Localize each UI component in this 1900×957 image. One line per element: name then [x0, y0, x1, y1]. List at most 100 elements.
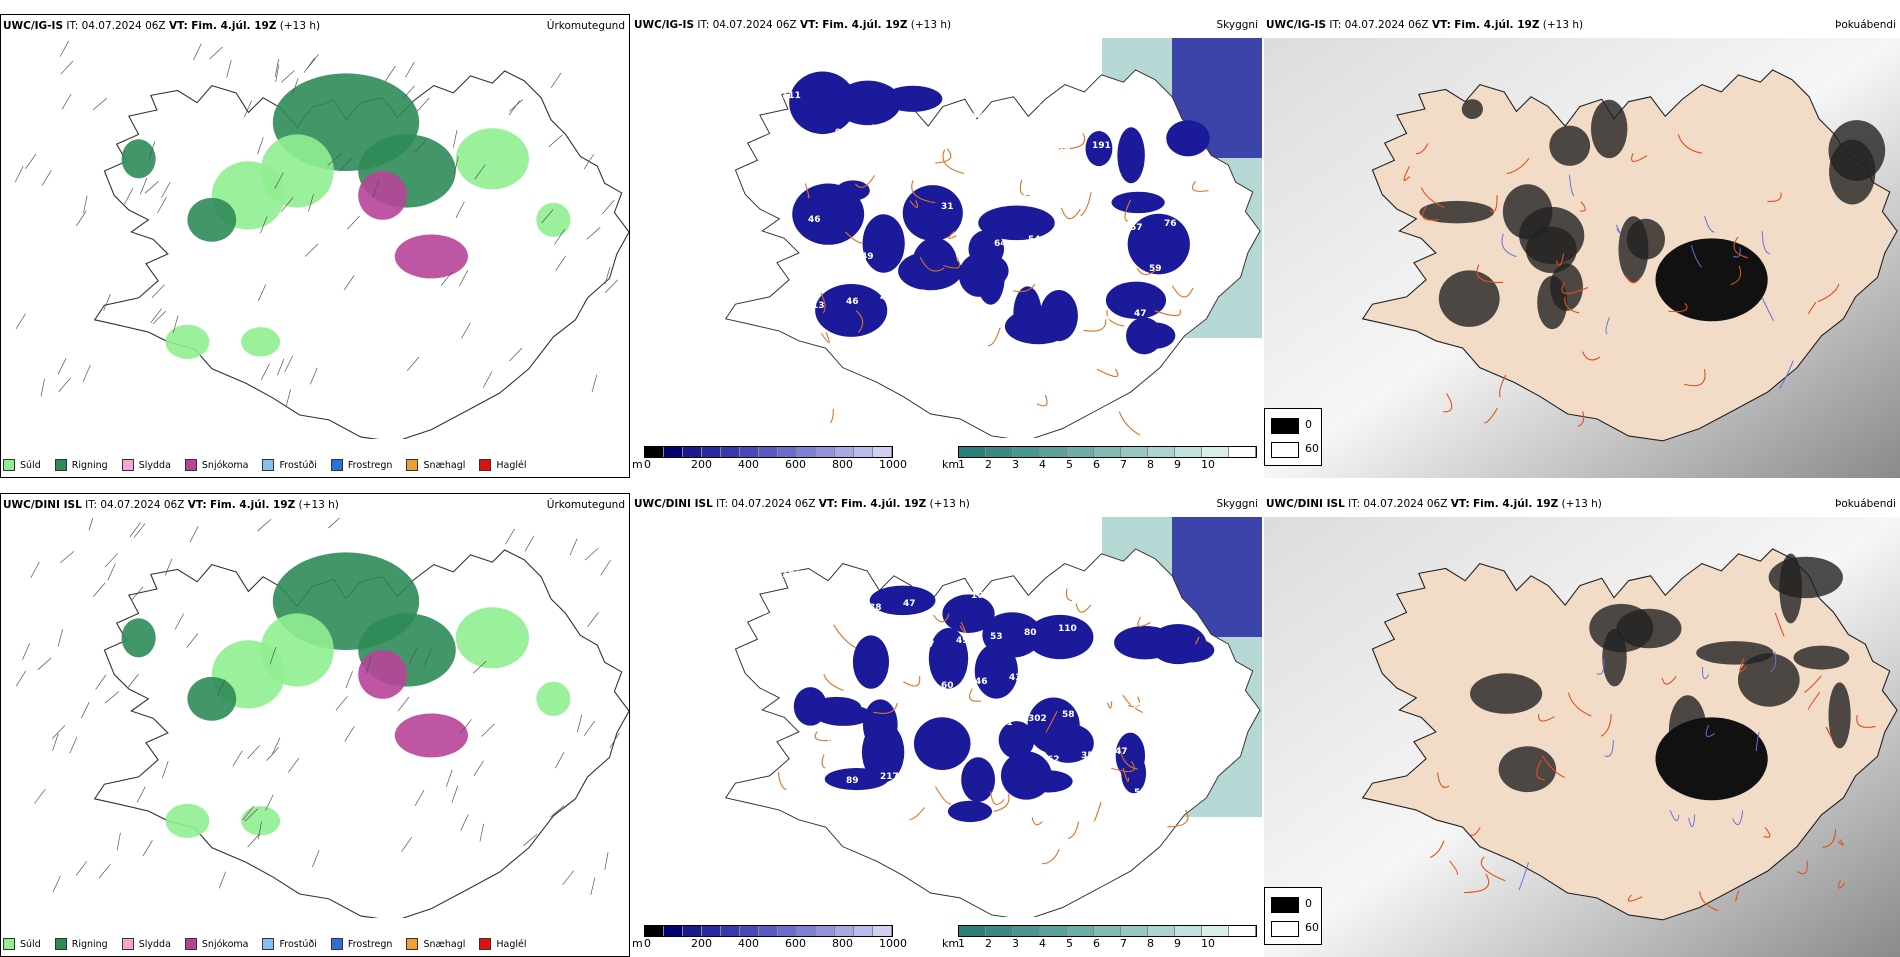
precip-type-map — [15, 518, 629, 918]
cloud-base-label: 49 — [1168, 305, 1181, 315]
road — [1568, 692, 1592, 717]
wind-barb — [161, 181, 171, 198]
cloud-base-label: 53 — [1092, 620, 1105, 630]
low-cloud-area — [982, 612, 1043, 658]
cloud-base-label: 61 — [937, 116, 950, 126]
wind-barb — [481, 723, 495, 737]
wind-barb — [446, 769, 453, 787]
road — [1096, 368, 1119, 378]
wind-barb — [541, 209, 554, 224]
cloud-base-label: 46 — [975, 677, 988, 687]
precip-legend: Súld Rigning Slydda Snjókoma Frostúði Frostre… — [3, 938, 541, 950]
cloud-base-label: 169 — [835, 607, 854, 617]
wind-barb — [124, 188, 134, 205]
road — [823, 674, 844, 691]
cloud-base-label: 47 — [1134, 309, 1147, 319]
road — [1122, 694, 1143, 714]
fog-legend-white — [1271, 921, 1299, 937]
road — [932, 613, 950, 623]
cloud-base-label: 47 — [922, 640, 935, 650]
wind-barb — [274, 172, 284, 189]
wind-barb — [116, 832, 121, 851]
fog-legend: 0 60 — [1264, 408, 1322, 466]
river — [1704, 215, 1715, 233]
fog-area — [1737, 653, 1800, 707]
fog-legend: 0 60 — [1264, 887, 1322, 945]
cloud-base-label: 54 — [1028, 235, 1041, 245]
legend-item: Snjókoma — [184, 938, 248, 950]
road — [1730, 265, 1742, 286]
wind-barb — [328, 518, 341, 529]
road — [1060, 207, 1081, 220]
road — [1068, 821, 1080, 840]
wind-barb — [15, 670, 26, 687]
road — [1031, 817, 1043, 826]
road — [854, 175, 876, 188]
wind-barb — [569, 538, 578, 556]
precip-area — [121, 139, 156, 179]
cloud-base-label: 53 — [990, 632, 1003, 642]
fog-area — [1498, 746, 1557, 793]
cloud-base-label: 102 — [850, 383, 869, 393]
wind-barb — [265, 794, 274, 811]
iceland-land — [1361, 548, 1898, 921]
wind-barb — [440, 271, 453, 286]
cloud-base-label: 16 — [1077, 186, 1090, 196]
low-cloud-area — [792, 183, 865, 245]
low-cloud-area — [1127, 213, 1190, 275]
road — [1137, 616, 1151, 627]
legend-item: Rigning — [54, 938, 108, 950]
road — [942, 149, 965, 175]
cloud-base-label: 76 — [888, 644, 901, 654]
cloud-base-label: 35 — [1081, 751, 1094, 761]
wind-barb — [604, 852, 609, 870]
fog-legend-white — [1271, 442, 1299, 458]
road — [1075, 603, 1092, 613]
wind-barb — [193, 43, 202, 61]
colorbar-tick: 10 — [1201, 458, 1215, 471]
low-cloud-area — [1117, 127, 1145, 184]
wind-barb — [586, 227, 601, 240]
cloud-base-label: 57 — [986, 846, 999, 856]
wind-barb — [509, 347, 523, 362]
wind-barb — [133, 523, 146, 539]
cloud-base-label: 110 — [1058, 624, 1077, 634]
wind-barb — [309, 367, 318, 385]
wind-barb — [562, 870, 575, 885]
precip-area — [260, 613, 334, 687]
wind-barb — [37, 657, 52, 671]
wind-barb — [257, 137, 264, 155]
colorbar-tick: 1000 — [879, 937, 907, 950]
cloud-base-label: 86 — [865, 817, 878, 827]
road — [1499, 374, 1507, 398]
wind-barb — [346, 215, 360, 230]
cloud-base-label: 38 — [869, 603, 882, 613]
wind-barb — [327, 153, 342, 166]
cloud-base-label: 47 — [816, 866, 829, 876]
road — [1825, 726, 1832, 739]
road — [1403, 165, 1411, 181]
river — [1604, 740, 1614, 757]
cloud-base-label: 63 — [888, 165, 901, 175]
road — [1422, 206, 1439, 221]
legend-label: Slydda — [138, 459, 171, 471]
wind-barb — [218, 871, 227, 889]
panel-title: Þokuábendi — [1835, 498, 1896, 510]
wind-barb — [453, 156, 459, 175]
precip-area — [536, 202, 571, 237]
fog-area — [1438, 270, 1500, 327]
cloud-base-label: 47 — [1115, 747, 1128, 757]
cloud-base-label: 95 — [835, 128, 848, 138]
legend-item: Frostúði — [262, 938, 317, 950]
cloud-base-label: 44 — [1115, 268, 1128, 278]
cloud-base-label: 62 — [1047, 755, 1060, 765]
wind-barb — [258, 821, 262, 840]
legend-label: Snæhagl — [423, 938, 466, 950]
wind-barb — [272, 737, 281, 754]
wind-barb — [554, 229, 565, 245]
cloud-base-label: 63 — [793, 739, 806, 749]
river — [1605, 317, 1610, 335]
wind-barb — [226, 60, 232, 78]
legend-swatch — [184, 459, 197, 471]
wind-barb — [548, 134, 563, 148]
